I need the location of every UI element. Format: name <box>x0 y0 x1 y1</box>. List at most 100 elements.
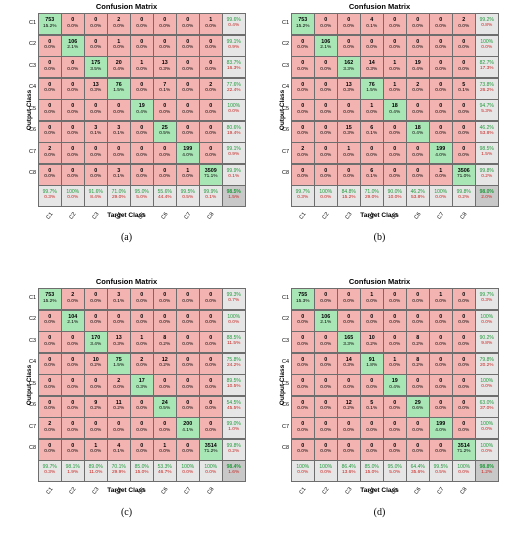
cell-count: 3514 <box>457 442 470 449</box>
cell-count: 0 <box>94 17 98 23</box>
cell-count: 6 <box>370 167 374 174</box>
row-class-label: C3 <box>28 337 36 344</box>
matrix-cell: 19 0.4% <box>383 374 407 396</box>
cell-count: 0 <box>209 38 213 45</box>
cell-count: 0 <box>324 442 328 449</box>
cell-count: 0 <box>94 421 98 427</box>
matrix-cell: 15 0.3% <box>337 120 361 143</box>
cell-count: 0 <box>462 335 466 341</box>
cell-count: 0 <box>416 17 420 23</box>
cell-count: 2 <box>117 17 121 23</box>
matrix-cell: 70.1% 29.9% <box>107 460 131 482</box>
cell-count: 0 <box>324 378 328 384</box>
cell-count: 100% <box>434 189 448 195</box>
cell-count: 0 <box>186 60 190 66</box>
cell-count: 76 <box>115 81 122 88</box>
cell-count: 1 <box>393 60 397 66</box>
matrix-cell: 1 0.0% <box>176 163 200 186</box>
cell-percent: 0.0% <box>320 88 332 94</box>
matrix-cell: 0 0.0% <box>130 309 154 332</box>
cell-count: 76 <box>368 81 375 88</box>
cell-percent: 0.2% <box>481 173 493 179</box>
cell-percent: 0.0% <box>435 363 447 369</box>
matrix-cell: 76 1.5% <box>107 77 131 100</box>
cell-percent: 0.0% <box>205 341 217 347</box>
matrix-cell: 170 3.4% <box>84 331 108 353</box>
cell-percent: 0.0% <box>458 470 470 476</box>
cell-count: 90.0% <box>387 189 402 195</box>
row-class-label: C8 <box>281 170 289 177</box>
cell-count: 12 <box>161 356 168 363</box>
cell-percent: 0.0% <box>44 320 56 326</box>
cell-percent: 9.8% <box>481 341 493 347</box>
cell-percent: 0.0% <box>136 298 148 304</box>
cell-count: 17 <box>138 378 145 384</box>
cell-count: 170 <box>91 335 101 341</box>
cell-count: 0 <box>301 81 305 88</box>
cell-percent: 0.2% <box>228 448 240 454</box>
cell-percent: 0.0% <box>435 45 447 51</box>
matrix-cell: 0 0.0% <box>452 309 476 332</box>
cell-count: 46.2% <box>479 124 494 131</box>
cell-count: 3 <box>117 167 121 174</box>
matrix-cell: 0 0.0% <box>38 438 62 461</box>
matrix-cell: 0 0.0% <box>314 331 338 353</box>
matrix-cell: 2 0.0% <box>38 417 62 439</box>
cell-count: 99.8% <box>479 167 494 174</box>
row-class-label: C6 <box>281 402 289 409</box>
cell-count: 99.7% <box>42 189 57 195</box>
cell-count: 0 <box>209 103 213 109</box>
cell-percent: 0.0% <box>343 427 355 433</box>
matrix-cell: 13 0.3% <box>337 77 361 100</box>
cell-count: 14 <box>345 356 352 363</box>
cell-percent: 3.5% <box>90 66 102 72</box>
matrix-cell: 0 0.0% <box>38 34 62 57</box>
cell-percent: 0.0% <box>435 341 447 347</box>
matrix-cell: 0 0.0% <box>314 120 338 143</box>
cell-percent: 0.0% <box>159 384 171 390</box>
matrix-cell: 6 0.1% <box>360 163 384 186</box>
cell-percent: 2.1% <box>67 45 79 51</box>
cell-percent: 0.0% <box>297 152 309 158</box>
cell-count: 0 <box>301 60 305 66</box>
matrix-cell: 0 0.0% <box>314 288 338 310</box>
cell-count: 0 <box>186 335 190 341</box>
cell-count: 13 <box>345 81 352 88</box>
cell-percent: 0.1% <box>205 195 217 201</box>
cell-percent: 0.1% <box>366 174 378 180</box>
matrix-cell: 99.7% 0.3% <box>291 185 315 207</box>
matrix-cell: 2 0.0% <box>199 77 223 100</box>
matrix-cell: 199 4.0% <box>429 417 453 439</box>
cell-count: 0 <box>416 292 420 298</box>
cell-percent: 15.3% <box>295 298 310 304</box>
cell-percent: 0.0% <box>159 320 171 326</box>
cell-count: 0 <box>301 103 305 109</box>
cell-count: 0 <box>48 335 52 341</box>
cell-percent: 0.0% <box>435 66 447 72</box>
cell-count: 53.3% <box>157 464 172 470</box>
cell-count: 0 <box>48 442 52 449</box>
cell-percent: 0.0% <box>481 384 493 390</box>
cell-count: 99.7% <box>295 189 310 195</box>
cell-percent: 16.3% <box>226 66 241 72</box>
cell-count: 0 <box>140 421 144 427</box>
matrix-cell: 0 0.0% <box>199 331 223 353</box>
row-class-label: C5 <box>281 105 289 112</box>
matrix-cell: 98.8% 1.2% <box>475 460 499 482</box>
cell-percent: 0.0% <box>389 363 401 369</box>
cell-count: 0 <box>347 103 351 109</box>
matrix-title: Confusion Matrix <box>348 277 411 286</box>
cell-count: 0 <box>324 17 328 23</box>
matrix-cell: 0 0.0% <box>153 417 177 439</box>
matrix-cell: 0 0.0% <box>84 13 108 35</box>
cell-count: 0 <box>393 335 397 341</box>
cell-percent: 0.1% <box>366 131 378 137</box>
cell-count: 0 <box>71 442 75 449</box>
matrix-cell: 0 0.0% <box>314 163 338 186</box>
cell-count: 99.1% <box>226 38 241 45</box>
cell-count: 0 <box>186 378 190 384</box>
cell-percent: 0.0% <box>159 449 171 455</box>
cell-percent: 15.2% <box>42 298 57 304</box>
matrix-cell: 0 0.0% <box>38 352 62 375</box>
matrix-cell: 1 0.0% <box>429 163 453 186</box>
